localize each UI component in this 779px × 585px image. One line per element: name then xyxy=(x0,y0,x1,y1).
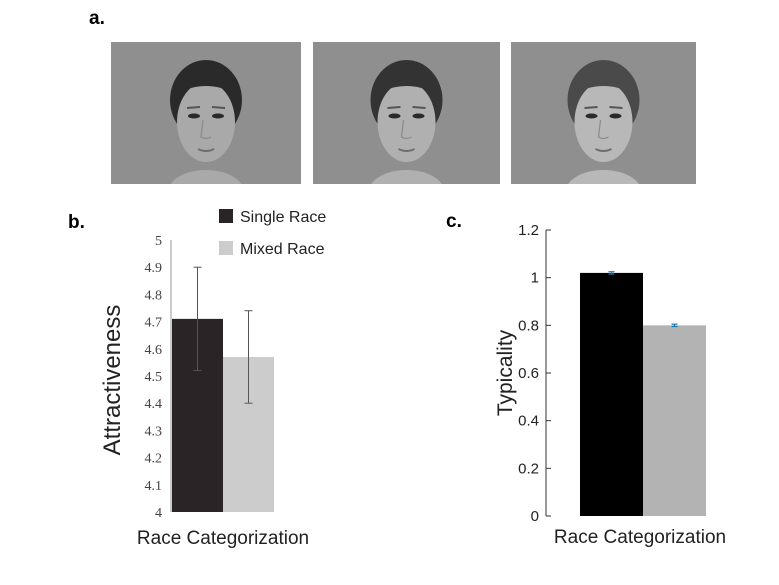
y-tick-label: 0.2 xyxy=(518,460,539,477)
neck xyxy=(568,170,639,184)
nose xyxy=(200,119,212,140)
face-asian-image xyxy=(111,42,301,184)
left-eye xyxy=(188,113,200,119)
neck xyxy=(170,170,242,184)
neck xyxy=(371,170,442,184)
right-eye xyxy=(212,113,224,119)
y-tick-label: 4.2 xyxy=(145,452,163,467)
y-tick-label: 5 xyxy=(155,234,162,249)
left-brow xyxy=(186,106,201,109)
left-brow xyxy=(584,106,598,109)
y-tick-label: 0.8 xyxy=(518,317,539,334)
y-tick-label: 0 xyxy=(531,508,539,525)
left-eye xyxy=(388,113,401,119)
y-tick-label: 4.5 xyxy=(145,370,163,385)
y-tick-label: 4.1 xyxy=(145,479,163,494)
right-brow xyxy=(609,106,623,109)
left-brow xyxy=(387,106,401,109)
y-axis-label: Attractiveness xyxy=(99,305,126,456)
face xyxy=(574,82,633,162)
y-tick-label: 4.7 xyxy=(145,316,163,331)
nose xyxy=(597,119,609,140)
hairline xyxy=(176,79,236,94)
panel-label-a: a. xyxy=(89,8,105,29)
y-tick-label: 1 xyxy=(531,270,539,287)
panel-label-c: c. xyxy=(446,211,462,232)
face-caucasian-image xyxy=(511,42,696,184)
y-tick-label: 4.6 xyxy=(145,343,163,358)
face-mixed-image xyxy=(313,42,500,184)
x-axis-label: Race Categorization xyxy=(137,528,309,549)
y-tick-label: 4.8 xyxy=(145,288,163,303)
y-tick-label: 0.4 xyxy=(518,413,539,430)
y-axis-label: Typicality xyxy=(494,329,517,416)
left-eye xyxy=(585,113,598,119)
hairline xyxy=(376,79,437,94)
y-tick-label: 4.3 xyxy=(145,424,163,439)
face xyxy=(177,82,235,162)
face-photo-mixed xyxy=(313,42,500,184)
y-tick-label: 4.9 xyxy=(145,261,163,276)
y-tick-label: 1.2 xyxy=(518,222,539,239)
nose xyxy=(400,119,412,140)
attractiveness-chart: Single Race Mixed Race 4 4.1 4.2 4.3 4.4 4.5 4… xyxy=(99,209,326,549)
face-photo-caucasian xyxy=(511,42,696,184)
right-brow xyxy=(412,106,426,109)
typicality-chart: 0 0.2 0.4 0.6 0.8 1 1.2 Typicality Race Catego… xyxy=(494,222,726,548)
legend-swatch-single xyxy=(219,209,233,223)
x-axis-label: Race Categorization xyxy=(554,527,726,548)
legend-label-single: Single Race xyxy=(240,209,326,226)
legend-label-mixed: Mixed Race xyxy=(240,241,325,258)
y-tick-label: 0.6 xyxy=(518,365,539,382)
y-tick-label: 4.4 xyxy=(145,397,163,412)
y-tick-label: 4 xyxy=(155,506,162,521)
right-brow xyxy=(211,106,226,109)
face xyxy=(377,82,436,162)
hairline xyxy=(573,79,634,94)
face-photo-asian xyxy=(111,42,301,184)
mouth xyxy=(595,148,612,152)
legend-swatch-mixed xyxy=(219,241,233,255)
mouth xyxy=(398,148,415,152)
right-eye xyxy=(412,113,425,119)
mouth xyxy=(197,148,215,152)
bar-single-race xyxy=(580,272,643,516)
right-eye xyxy=(609,113,622,119)
bar-mixed-race xyxy=(643,325,706,516)
panel-label-b: b. xyxy=(68,212,85,233)
